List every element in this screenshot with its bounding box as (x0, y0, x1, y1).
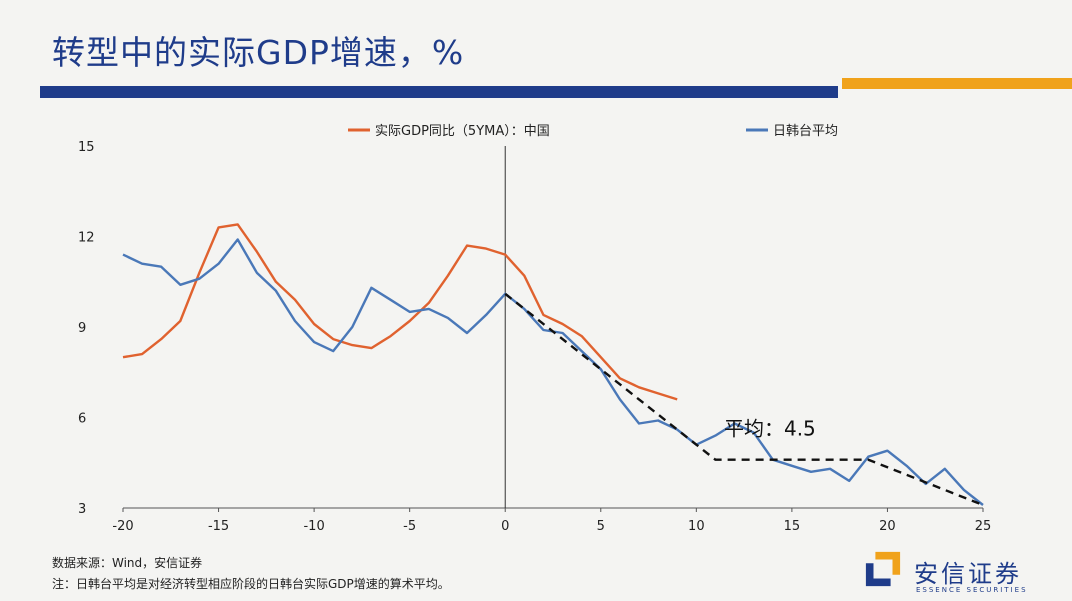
x-tick-label: 15 (784, 519, 801, 534)
source-note: 数据来源：Wind，安信证券 (52, 556, 203, 570)
logo-subtext: ESSENCE SECURITIES (916, 586, 1028, 594)
y-tick-label: 9 (78, 321, 86, 336)
logo-text: 安信证券 (914, 560, 1022, 588)
series-line-2 (122, 238, 984, 506)
y-tick-label: 15 (78, 140, 95, 155)
x-tick-label: 20 (879, 519, 896, 534)
x-tick-label: 0 (501, 519, 509, 534)
logo-mark-icon (865, 551, 901, 587)
trend-dashed-line (504, 292, 984, 507)
x-tick-label: 10 (688, 519, 705, 534)
x-tick-label: -10 (303, 519, 324, 534)
x-tick-label: 5 (597, 519, 605, 534)
title-underline-blue (40, 86, 838, 98)
legend-label-1: 实际GDP同比（5YMA）：中国 (375, 124, 550, 139)
y-tick-label: 12 (78, 231, 95, 246)
annotation-average: 平均：4.5 (724, 417, 816, 441)
y-tick-label: 3 (78, 502, 86, 517)
page-title: 转型中的实际GDP增速，% (52, 33, 465, 72)
x-tick-label: -20 (112, 519, 133, 534)
x-tick-label: -5 (403, 519, 416, 534)
series-line-1 (122, 223, 678, 401)
company-logo: 安信证券 ESSENCE SECURITIES (864, 548, 1064, 598)
legend-label-2: 日韩台平均 (773, 124, 838, 139)
title-underline-orange (842, 78, 1072, 89)
x-tick-label: -15 (208, 519, 229, 534)
x-tick-label: 25 (975, 519, 992, 534)
y-tick-label: 6 (78, 412, 86, 427)
footnote: 注：日韩台平均是对经济转型相应阶段的日韩台实际GDP增速的算术平均。 (52, 577, 450, 591)
